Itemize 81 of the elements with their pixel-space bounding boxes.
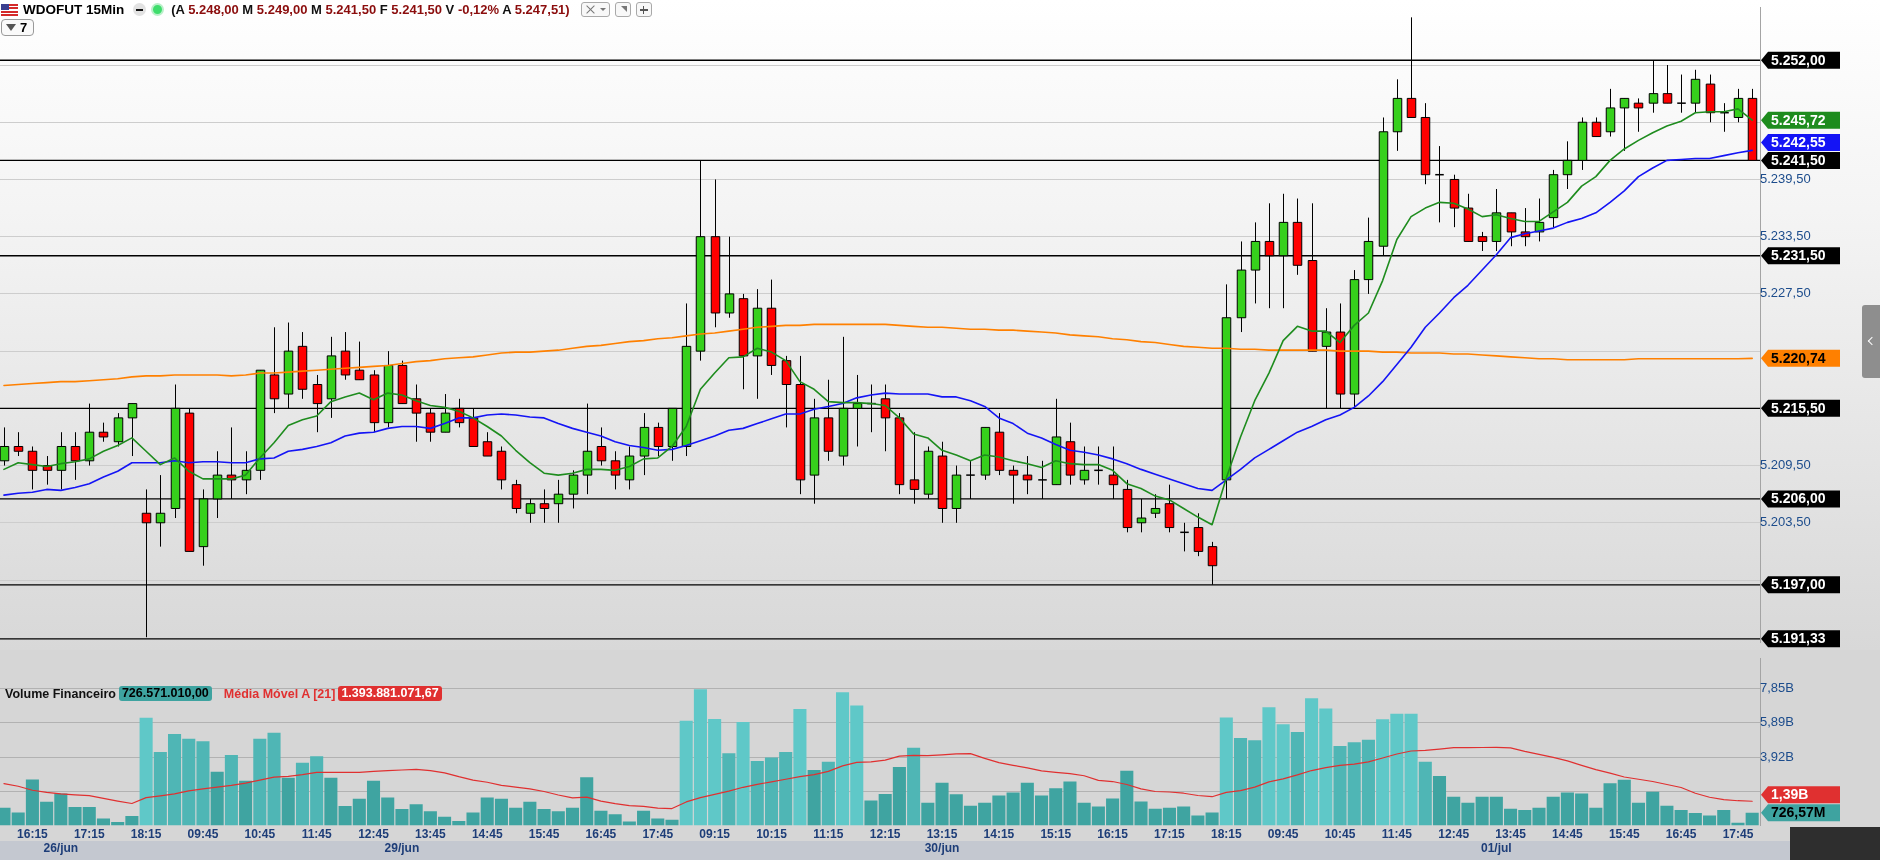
x-tick-label: 01/jul	[1481, 841, 1512, 856]
x-tick-label: 17:45	[1722, 827, 1754, 842]
x-tick-label: 10:45	[244, 827, 276, 842]
x-tick-label: 10:15	[756, 827, 788, 842]
bar	[139, 717, 153, 826]
bar	[1418, 761, 1432, 826]
text: (A 5.248,00 M 5.249,00 M 5.241,50 F 5.241,50 V -0,12% A 5.247,51)	[171, 2, 570, 17]
x-tick-label: 15:15	[1040, 827, 1072, 842]
bar	[281, 777, 295, 826]
text: Volume Financeiro	[5, 686, 116, 701]
x-tick-label: 14:45	[1552, 827, 1584, 842]
x-tick-label: 26/jun	[43, 841, 79, 856]
bar	[736, 722, 750, 826]
bar	[1276, 724, 1290, 826]
x-tick-label: 18:15	[130, 827, 162, 842]
ref-line-label: 5.241,50	[1771, 151, 1826, 168]
bar	[921, 802, 935, 826]
bar	[821, 761, 835, 826]
x-tick-label: 15:45	[528, 827, 560, 842]
x-tick-label: 12:45	[1438, 827, 1470, 842]
bar	[1404, 713, 1418, 826]
bar	[807, 770, 821, 826]
bar	[210, 771, 224, 826]
y-tick-label: 5.203,50	[1760, 514, 1811, 530]
bar	[324, 777, 338, 826]
y-tick-label: 5.239,50	[1760, 171, 1811, 187]
x-tick-label: 17:15	[1154, 827, 1186, 842]
candlestick	[1676, 74, 1687, 114]
x-tick-label: 16:15	[1097, 827, 1129, 842]
y-tick-label: 5.233,50	[1760, 228, 1811, 244]
data-label: 1,39B	[1771, 786, 1809, 803]
x-tick-label: 29/jun	[384, 841, 420, 856]
bar	[1219, 717, 1233, 826]
ref-line-label: 5.197,00	[1771, 576, 1826, 593]
ref-line-label: 5.215,50	[1771, 399, 1826, 416]
y-tick-label: 5,89B	[1759, 714, 1794, 730]
bar	[224, 755, 238, 826]
bar	[793, 708, 807, 826]
x-tick-label: 09:45	[1267, 827, 1299, 842]
x-tick-label: 10:45	[1324, 827, 1356, 842]
bar	[239, 780, 253, 826]
bar	[1262, 707, 1276, 826]
x-tick-label: 11:15	[813, 827, 844, 842]
x-tick-label: 14:45	[471, 827, 503, 842]
bar	[1205, 812, 1219, 826]
ref-line-label: 5.191,33	[1771, 630, 1826, 647]
ref-line-label: 5.231,50	[1771, 247, 1826, 264]
x-tick-label: 17:45	[642, 827, 674, 842]
text: Média Móvel A [21]	[223, 686, 336, 701]
bar	[907, 747, 921, 826]
ref-line-label: 5.206,00	[1771, 490, 1826, 507]
x-tick-label: 17:15	[73, 827, 105, 842]
x-tick-label: 11:45	[1381, 827, 1413, 842]
annotation: 7	[20, 20, 28, 35]
data-label: 5.242,55	[1771, 133, 1826, 150]
bar	[1290, 731, 1304, 826]
x-tick-label: 14:15	[983, 827, 1015, 842]
x-tick-label: 13:45	[415, 827, 447, 842]
x-tick-label: 18:15	[1210, 827, 1242, 842]
y-tick-label: 5.227,50	[1760, 285, 1811, 301]
ref-line-label: 5.252,00	[1771, 51, 1826, 68]
x-tick-label: 16:15	[17, 827, 49, 842]
chart-title: WDOFUT 15Min	[23, 2, 125, 17]
x-tick-label: 09:15	[699, 827, 731, 842]
data-label: 5.245,72	[1771, 111, 1826, 128]
x-tick-label: 12:45	[358, 827, 390, 842]
x-tick-label: 13:15 30/jun	[924, 827, 960, 856]
x-tick-label: 13:45	[1495, 827, 1527, 842]
dropdown: 7	[1, 19, 35, 36]
x-tick-label: 12:15	[869, 827, 901, 842]
text: 726,57M	[1771, 804, 1826, 821]
y-tick-label: 3,92B	[1759, 748, 1794, 764]
x-tick-label: 16:45	[1665, 827, 1697, 842]
y-tick-label: 7,85B	[1759, 680, 1794, 696]
y-tick-label: 5.209,50	[1760, 457, 1811, 473]
x-tick-label: 09:45	[187, 827, 219, 842]
x-tick-label: 11:45	[301, 827, 333, 842]
x-tick-label: 15:45	[1608, 827, 1640, 842]
bar	[722, 753, 736, 826]
x-tick-label: 16:45	[585, 827, 617, 842]
data-label: 5.220,74	[1771, 349, 1826, 366]
